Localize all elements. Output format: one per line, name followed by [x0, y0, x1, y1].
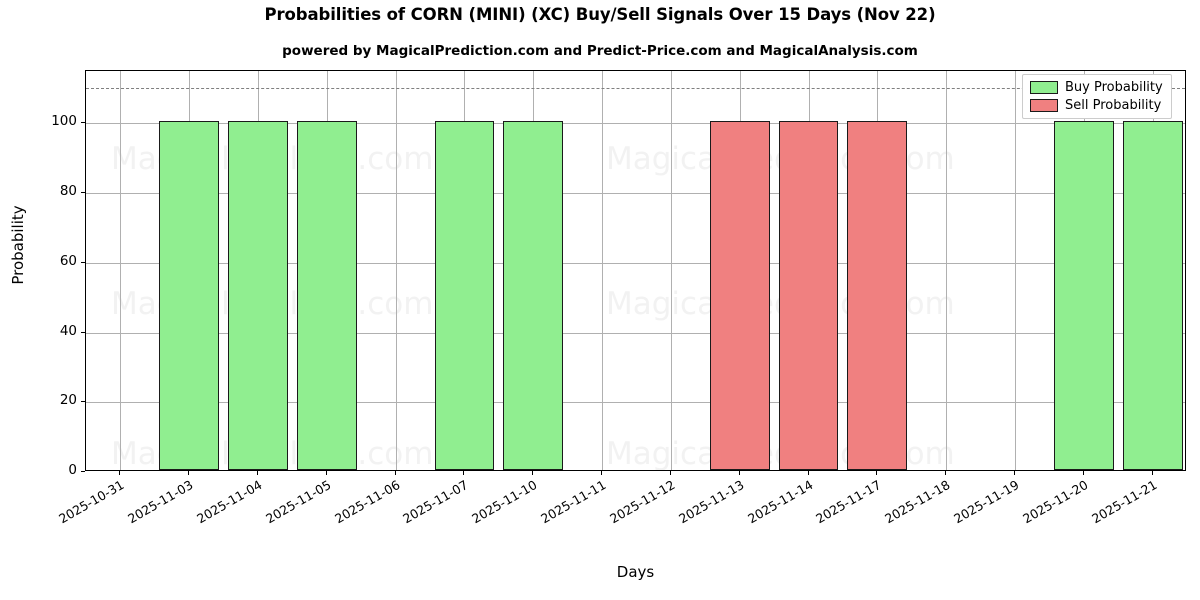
bar-buy-2025-11-07[interactable] [434, 121, 495, 470]
x-tick-mark [1151, 471, 1153, 475]
x-tick-mark [669, 471, 671, 475]
chart-title: Probabilities of CORN (MINI) (XC) Buy/Se… [264, 5, 936, 24]
y-tick-label: 100 [51, 113, 77, 130]
bar-buy-2025-11-03[interactable] [159, 121, 220, 470]
bar-buy-2025-11-05[interactable] [296, 121, 357, 470]
gridline-horizontal [86, 262, 1185, 264]
y-tick-mark [81, 261, 85, 263]
legend-swatch-sell [1030, 99, 1058, 112]
bar-sell-2025-11-17[interactable] [847, 121, 908, 470]
gridline-vertical [120, 71, 122, 470]
gridline-vertical [946, 71, 948, 470]
legend-label-buy: Buy Probability [1065, 80, 1163, 95]
bar-sell-2025-11-13[interactable] [709, 121, 770, 470]
y-tick-label: 20 [59, 392, 77, 409]
plot-area: MagicalAnalysis.comMagicalPrediction.com… [85, 70, 1186, 471]
x-tick-mark [463, 471, 465, 475]
gridline-horizontal [86, 193, 1185, 195]
x-tick-mark [1013, 471, 1015, 475]
x-tick-mark [807, 471, 809, 475]
chart-legend: Buy Probability Sell Probability [1022, 74, 1172, 119]
legend-label-sell: Sell Probability [1065, 98, 1162, 113]
x-axis-label: Days [616, 563, 655, 581]
gridline-vertical [670, 71, 672, 470]
x-tick-mark [601, 471, 603, 475]
x-tick-mark [325, 471, 327, 475]
x-tick-mark [257, 471, 259, 475]
gridline-horizontal [86, 332, 1185, 334]
gridline-horizontal [86, 123, 1185, 125]
threshold-line [86, 88, 1185, 90]
y-tick-mark [81, 471, 85, 472]
gridline-vertical [1014, 71, 1016, 470]
y-tick-mark [81, 331, 85, 333]
y-tick-label: 60 [59, 252, 77, 269]
legend-item-buy[interactable]: Buy Probability [1030, 80, 1163, 95]
bar-buy-2025-11-20[interactable] [1053, 121, 1114, 470]
x-tick-mark [188, 471, 190, 475]
y-tick-mark [81, 192, 85, 194]
bar-buy-2025-11-21[interactable] [1122, 121, 1183, 470]
y-axis-label: Probability [9, 205, 27, 285]
x-tick-mark [532, 471, 534, 475]
gridline-vertical [395, 71, 397, 470]
gridline-vertical [602, 71, 604, 470]
x-tick-mark [119, 471, 121, 475]
legend-swatch-buy [1030, 81, 1058, 94]
y-tick-label: 40 [59, 322, 77, 339]
bar-sell-2025-11-14[interactable] [778, 121, 839, 470]
y-tick-mark [81, 401, 85, 403]
y-tick-mark [81, 122, 85, 124]
legend-item-sell[interactable]: Sell Probability [1030, 98, 1163, 113]
bar-buy-2025-11-04[interactable] [228, 121, 288, 470]
y-tick-label: 80 [59, 183, 77, 200]
bar-buy-2025-11-10[interactable] [503, 121, 564, 470]
x-tick-mark [1082, 471, 1084, 475]
y-tick-label: 0 [68, 462, 77, 478]
x-tick-mark [738, 471, 740, 475]
x-tick-mark [394, 471, 396, 475]
x-tick-mark [945, 471, 947, 475]
gridline-horizontal [86, 402, 1185, 404]
chart-subtitle: powered by MagicalPrediction.com and Pre… [282, 43, 918, 59]
x-tick-mark [876, 471, 878, 475]
